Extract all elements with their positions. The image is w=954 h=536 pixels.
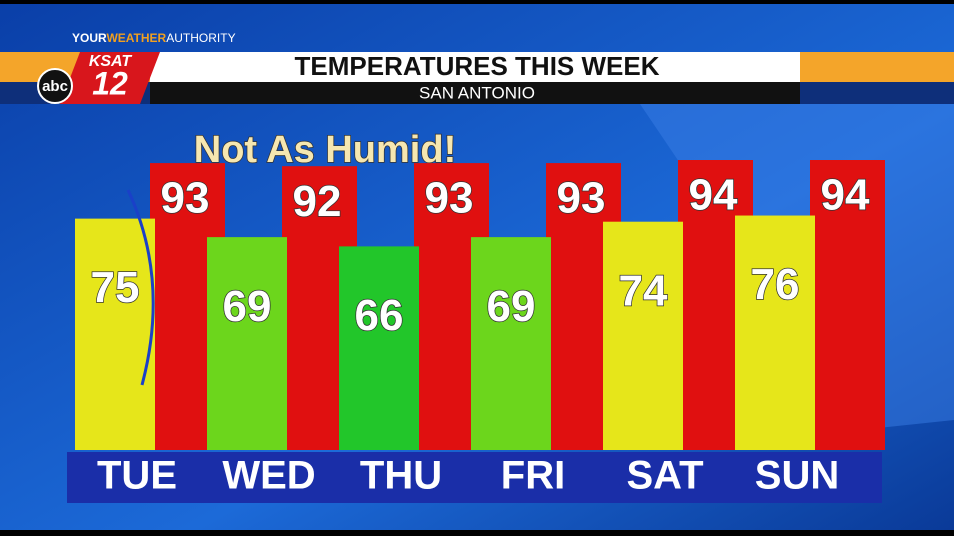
logo-bg (60, 52, 160, 104)
low-bar (339, 246, 419, 450)
low-label: 69 (223, 282, 272, 331)
high-label: 94 (821, 171, 870, 220)
bars: 93 75 92 69 93 66 93 69 94 74 94 76 (75, 160, 885, 450)
logo-channel: 12 (92, 65, 128, 101)
logo-station: KSAT (89, 53, 133, 70)
chart-subtitle: SAN ANTONIO (419, 83, 535, 102)
logo-network: abc (42, 78, 68, 95)
day-band (67, 452, 882, 503)
x-tick-label: WED (222, 454, 315, 498)
high-label: 92 (293, 177, 342, 226)
chart-title: TEMPERATURES THIS WEEK (295, 51, 660, 81)
high-label: 93 (161, 174, 210, 223)
low-bar (735, 215, 815, 450)
x-tick-label: TUE (97, 454, 177, 498)
annotation: Not As Humid! (194, 129, 456, 171)
brand-part: WEATHER (106, 31, 166, 45)
high-bar (810, 160, 885, 450)
brand-part: AUTHORITY (166, 31, 235, 45)
logo-circle (37, 68, 73, 104)
front-line (126, 189, 155, 386)
brand: YOURWEATHERAUTHORITY (72, 31, 236, 45)
low-bar (603, 221, 683, 450)
x-tick-label: SUN (755, 454, 839, 498)
low-label: 74 (619, 266, 668, 315)
high-label: 93 (557, 174, 606, 223)
subtitle-band (150, 82, 800, 104)
low-label: 66 (355, 291, 404, 340)
high-label: 94 (689, 171, 738, 220)
x-tick-label: FRI (501, 454, 565, 498)
title-band (150, 52, 800, 82)
low-label: 75 (91, 263, 140, 312)
low-bar (471, 237, 551, 450)
low-label: 69 (487, 282, 536, 331)
brand-part: YOUR (72, 31, 107, 45)
low-bar (207, 237, 287, 450)
x-tick-label: SAT (626, 454, 703, 498)
low-label: 76 (751, 260, 800, 309)
high-label: 93 (425, 174, 474, 223)
x-tick-label: THU (360, 454, 442, 498)
low-bar (75, 218, 155, 450)
